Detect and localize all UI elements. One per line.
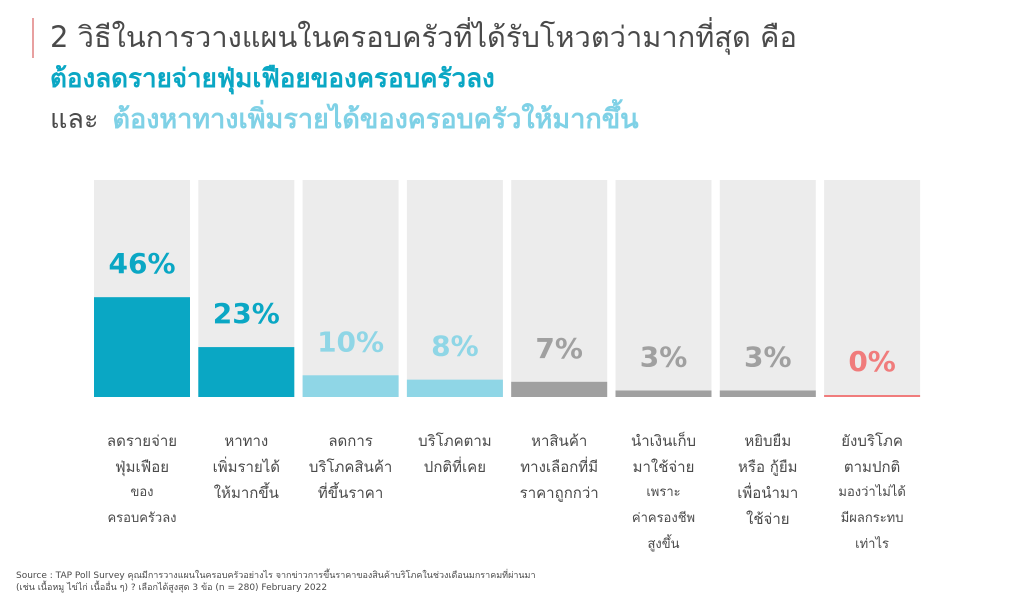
category-label-line: ราคาถูกกว่า [519, 484, 599, 502]
title-line-2: ต้องลดรายจ่ายฟุ่มเฟือยของครอบครัวลง [50, 64, 495, 94]
category-label-line: บริโภคสินค้า [308, 458, 393, 476]
category-label: ลดการบริโภคสินค้าที่ขึ้นราคา [299, 428, 403, 506]
category-label-line: หยิบยืม [744, 432, 792, 450]
category-label-line: ยังบริโภค [841, 432, 903, 450]
category-label: ยังบริโภคตามปกติมองว่าไม่ได้มีผลกระทบเท่… [820, 428, 924, 558]
category-label: บริโภคตามปกติที่เคย [403, 428, 507, 480]
source-line-1: Source : TAP Poll Survey คุณมีการวางแผนใ… [16, 571, 536, 581]
bar-track [615, 180, 712, 397]
category-label-line: ของ [130, 485, 154, 500]
category-label: หยิบยืมหรือ กู้ยืมเพื่อนำมาใช้จ่าย [716, 428, 820, 532]
bar [94, 297, 190, 397]
bar [615, 390, 712, 397]
bar-value-label: 8% [431, 330, 479, 363]
category-label-line: สูงขึ้น [647, 537, 680, 552]
bar-value-label: 7% [535, 332, 583, 365]
bar-track [719, 180, 816, 397]
source-line-2: (เช่น เนื้อหมู ไข่ไก่ เนื้ออื่น ๆ) ? เลื… [16, 583, 328, 593]
bar [824, 395, 921, 397]
category-label-line: ตามปกติ [843, 458, 901, 476]
category-label-line: เพิ่มรายได้ [212, 458, 281, 476]
category-label-line: ให้มากขึ้น [213, 484, 279, 502]
category-label: ลดรายจ่ายฟุ่มเฟือยของครอบครัวลง [90, 428, 194, 532]
category-label-line: เท่าไร [855, 537, 890, 552]
bar-value-label: 3% [640, 340, 688, 373]
category-label-line: ลดการ [328, 432, 373, 450]
title-line-3-prefix: และ [50, 104, 99, 135]
category-label: นำเงินเก็บมาใช้จ่ายเพราะค่าครองชีพสูงขึ้… [612, 428, 716, 558]
category-label: หาทางเพิ่มรายได้ให้มากขึ้น [194, 428, 298, 506]
category-label-line: ใช้จ่าย [746, 510, 790, 528]
bar-value-label: 3% [744, 340, 792, 373]
category-label-line: เพื่อนำมา [737, 484, 799, 502]
bar [719, 390, 816, 397]
category-label-line: ทางเลือกที่มี [520, 458, 599, 476]
title-accent-line [32, 18, 34, 58]
title-line-1: 2 วิธีในการวางแผนในครอบครัวที่ได้รับโหวต… [50, 20, 797, 54]
source-note: Source : TAP Poll Survey คุณมีการวางแผนใ… [16, 570, 536, 594]
bar [302, 375, 399, 397]
bar [406, 379, 503, 397]
bar [198, 347, 295, 397]
category-label-line: เพราะ [646, 485, 681, 500]
bar-value-label: 23% [213, 297, 280, 330]
title-line-3: และ ต้องหาทางเพิ่มรายได้ของครอบครัวให้มาก… [50, 97, 639, 140]
bar-track [824, 180, 921, 397]
category-label-line: บริโภคตาม [418, 432, 492, 450]
category-label-line: หาทาง [224, 432, 269, 450]
bar-value-label: 46% [108, 247, 175, 280]
bar-track [406, 180, 503, 397]
category-label-line: มาใช้จ่าย [632, 458, 695, 476]
bar [511, 381, 608, 397]
category-label-line: ที่ขึ้นราคา [317, 484, 384, 502]
title-line-3-highlight: ต้องหาทางเพิ่มรายได้ของครอบครัวให้มากขึ้… [112, 104, 639, 135]
category-label: หาสินค้าทางเลือกที่มีราคาถูกกว่า [507, 428, 611, 506]
category-label-line: ลดรายจ่าย [106, 432, 178, 450]
category-label-line: ปกติที่เคย [423, 458, 486, 476]
category-label-line: ครอบครัวลง [107, 511, 177, 526]
bar-value-label: 10% [317, 325, 384, 358]
category-label-line: หาสินค้า [531, 432, 588, 450]
category-label-line: หรือ กู้ยืม [738, 458, 798, 476]
category-label-line: นำเงินเก็บ [630, 432, 697, 450]
category-label-line: ค่าครองชีพ [631, 511, 696, 526]
category-label-line: มองว่าไม่ได้ [838, 485, 906, 500]
bar-track [511, 180, 608, 397]
bar-value-label: 0% [848, 345, 896, 378]
bar-track [302, 180, 399, 397]
category-label-line: มีผลกระทบ [840, 511, 904, 526]
category-label-line: ฟุ่มเฟือย [114, 458, 170, 476]
